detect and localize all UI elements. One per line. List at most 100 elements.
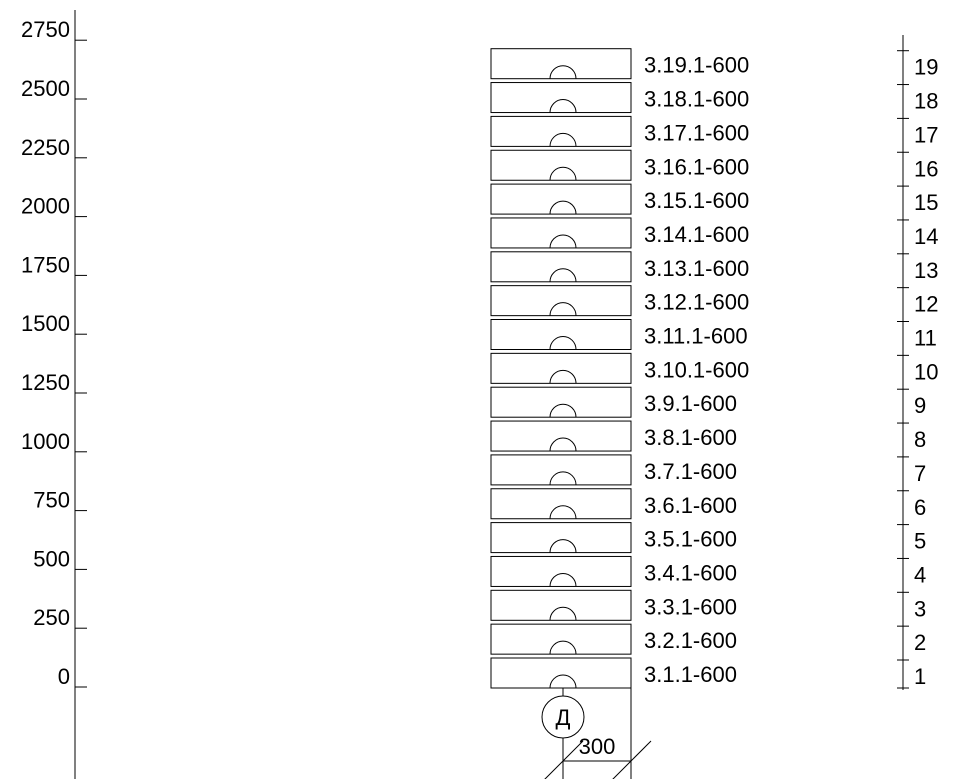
level-label: 15: [914, 190, 938, 215]
dimension-tick-right: [612, 740, 652, 779]
panel: 3.1.1-600: [490, 657, 737, 689]
panel-outline: [490, 115, 632, 147]
level-label: 2: [914, 630, 926, 655]
panel-arch: [549, 403, 577, 418]
panel-arch: [549, 65, 577, 79]
panel-outline: [490, 623, 632, 655]
panel-outline: [490, 149, 632, 181]
panel-outline: [490, 285, 632, 317]
panel-arch: [549, 674, 577, 689]
scale-label: 750: [33, 488, 70, 513]
scale-label: 1000: [21, 429, 70, 454]
panel: 3.6.1-600: [490, 488, 737, 520]
panel-outline: [490, 319, 632, 350]
panel-outline: [490, 454, 632, 486]
panel: 3.12.1-600: [490, 285, 749, 317]
panel-outline: [490, 352, 632, 384]
level-label: 7: [914, 461, 926, 486]
panel-arch: [549, 234, 577, 248]
level-label: 14: [914, 224, 938, 249]
panel-label: 3.12.1-600: [644, 290, 749, 315]
panel-outline: [490, 217, 632, 249]
level-label: 18: [914, 89, 938, 114]
level-label: 9: [914, 393, 926, 418]
height-scale: 0 250 500 750 1000 1250 1500 1750 2000 2250 2500 27…: [21, 10, 87, 779]
level-label: 17: [914, 122, 938, 147]
dimension-tick-left: [544, 740, 584, 779]
level-label: 13: [914, 258, 938, 283]
panel-outline: [490, 488, 632, 520]
panel-arch: [549, 268, 577, 282]
panel-arch: [549, 640, 577, 655]
panel-arch: [549, 200, 577, 215]
level-label: 8: [914, 427, 926, 452]
panel: 3.17.1-600: [490, 115, 749, 147]
panel-label: 3.16.1-600: [644, 154, 749, 179]
panel: 3.14.1-600: [490, 217, 749, 249]
panel-arch: [549, 336, 577, 350]
panel: 3.7.1-600: [490, 454, 737, 486]
panel-label: 3.7.1-600: [644, 459, 737, 484]
panel: 3.2.1-600: [490, 623, 737, 655]
scale-label: 1250: [21, 370, 70, 395]
panel: 3.8.1-600: [490, 420, 737, 452]
dimension-label: 300: [579, 734, 616, 759]
panel-arch: [549, 132, 577, 147]
panel-label: 3.2.1-600: [644, 628, 737, 653]
panel-arch: [549, 606, 577, 621]
panel-label: 3.8.1-600: [644, 425, 737, 450]
panel-arch: [549, 505, 577, 519]
panel-arch: [549, 471, 577, 485]
panel-outline: [490, 589, 632, 621]
panel-label: 3.11.1-600: [644, 324, 748, 349]
panel-outline: [490, 82, 632, 114]
panel: 3.16.1-600: [490, 149, 749, 181]
panel-label: 3.10.1-600: [644, 357, 749, 382]
level-label: 10: [914, 359, 938, 384]
panel-outline: [490, 183, 632, 215]
level-label: 4: [914, 562, 926, 587]
scale-label: 2000: [21, 194, 70, 219]
panel-arch: [549, 572, 577, 587]
level-label: 5: [914, 529, 926, 554]
panel-outline: [490, 522, 632, 554]
panel: 3.10.1-600: [490, 352, 749, 384]
axis-label: Д: [556, 705, 571, 730]
panel-outline: [490, 251, 632, 283]
panel: 3.11.1-600: [490, 319, 748, 350]
level-label: 3: [914, 596, 926, 621]
panel: 3.13.1-600: [490, 251, 749, 283]
panel: 3.3.1-600: [490, 589, 737, 621]
scale-label: 2500: [21, 76, 70, 101]
panel-label: 3.18.1-600: [644, 87, 749, 112]
panel-label: 3.9.1-600: [644, 391, 737, 416]
panel-label: 3.1.1-600: [644, 662, 737, 687]
panel-arch: [549, 166, 577, 181]
panel: 3.15.1-600: [490, 183, 749, 215]
panel-outline: [490, 48, 632, 80]
scale-label: 500: [33, 546, 70, 571]
panel-label: 3.5.1-600: [644, 527, 737, 552]
panel-label: 3.15.1-600: [644, 188, 749, 213]
scale-label: 1500: [21, 311, 70, 336]
panel-outline: [490, 657, 632, 689]
scale-label: 250: [33, 605, 70, 630]
panel-arch: [549, 369, 577, 384]
level-label: 11: [914, 326, 937, 351]
scale-label: 1750: [21, 252, 70, 277]
scale-label: 0: [58, 664, 70, 689]
panel-label: 3.6.1-600: [644, 493, 737, 518]
panel-arch: [549, 539, 577, 553]
panel-arch: [549, 302, 577, 316]
panel-label: 3.13.1-600: [644, 256, 749, 281]
level-label: 16: [914, 156, 938, 181]
level-label: 1: [914, 664, 926, 689]
panel-arch: [549, 437, 577, 452]
panel-outline: [490, 420, 632, 452]
panel-arch: [549, 99, 577, 113]
panel-label: 3.14.1-600: [644, 222, 749, 247]
panel-label: 3.19.1-600: [644, 53, 749, 78]
level-label: 6: [914, 495, 926, 520]
level-label: 19: [914, 55, 938, 80]
